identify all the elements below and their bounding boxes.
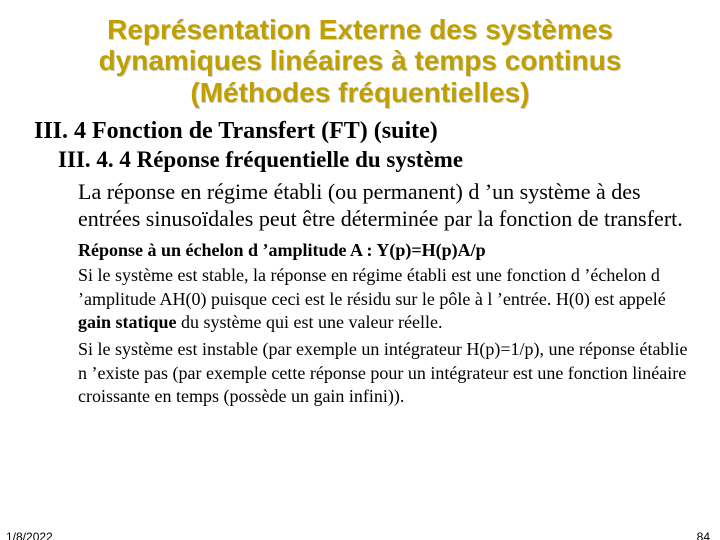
slide: Représentation Externe des systèmes dyna…	[0, 14, 720, 540]
paragraph-1: La réponse en régime établi (ou permanen…	[78, 179, 690, 233]
title-line-3: (Méthodes fréquentielles)	[190, 77, 529, 108]
bold-subheading: Réponse à un échelon d ’amplitude A : Y(…	[78, 239, 690, 262]
heading-2: III. 4. 4 Réponse fréquentielle du systè…	[58, 147, 720, 173]
p2-post: du système qui est une valeur réelle.	[177, 312, 443, 332]
page-number: 84	[697, 530, 710, 540]
slide-title: Représentation Externe des systèmes dyna…	[40, 14, 680, 108]
slide-date: 1/8/2022	[6, 530, 53, 540]
paragraph-3: Si le système est instable (par exemple …	[78, 338, 690, 408]
p2-pre: Si le système est stable, la réponse en …	[78, 265, 666, 308]
title-line-1: Représentation Externe des systèmes	[107, 14, 613, 45]
p2-bold: gain statique	[78, 312, 177, 332]
paragraph-2: Si le système est stable, la réponse en …	[78, 264, 690, 334]
title-line-2: dynamiques linéaires à temps continus	[99, 45, 622, 76]
heading-1: III. 4 Fonction de Transfert (FT) (suite…	[34, 118, 720, 145]
